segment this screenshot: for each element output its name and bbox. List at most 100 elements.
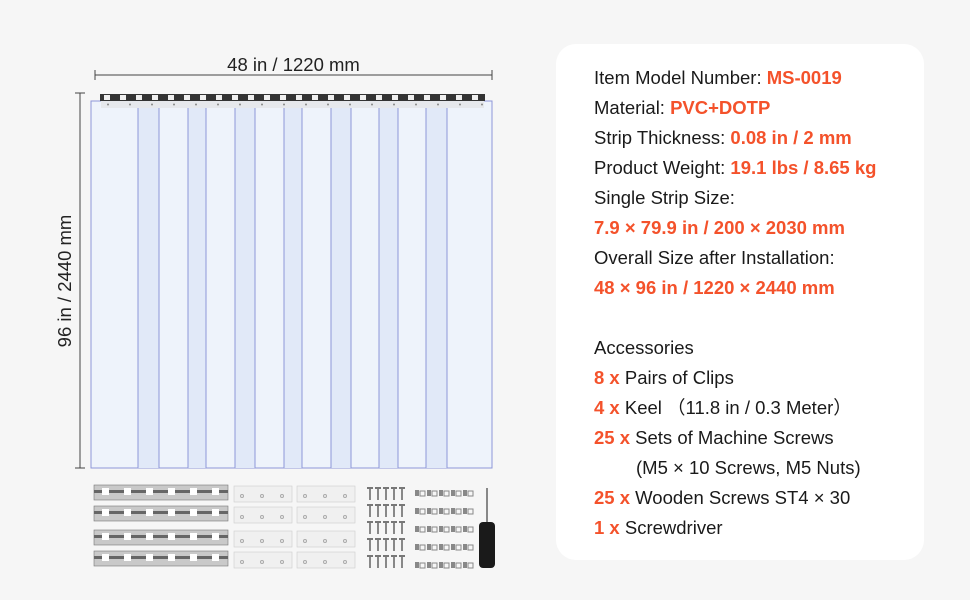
rail-slot: [296, 95, 302, 100]
clip-hole: [303, 560, 307, 564]
screw-head: [367, 538, 373, 540]
clip-hole: [195, 103, 197, 106]
spec-label: Overall Size after Installation:: [594, 247, 835, 268]
nut: [439, 544, 443, 550]
strip-overlap: [138, 101, 159, 468]
clip-hole: [437, 103, 439, 106]
screw-shaft: [377, 506, 379, 517]
accessory-qty: 1 x: [594, 517, 625, 538]
spec-line: Strip Thickness: 0.08 in / 2 mm: [594, 126, 852, 150]
spec-value: MS-0019: [766, 67, 842, 88]
washer: [443, 562, 450, 569]
washer: [443, 526, 450, 533]
spec-line: 7.9 × 79.9 in / 200 × 2030 mm: [594, 216, 845, 240]
clip-hole: [129, 103, 131, 106]
nut: [427, 562, 431, 568]
rail-slot: [344, 95, 350, 100]
clip: [233, 551, 293, 569]
clip-hole: [240, 539, 244, 543]
washer: [431, 508, 438, 515]
rail-slot: [440, 95, 446, 100]
strip-overlap: [379, 101, 398, 468]
clip-hole: [240, 494, 244, 498]
screw-head: [399, 504, 405, 506]
keel-groove: [94, 556, 228, 559]
keel-slot: [190, 488, 197, 495]
accessories-title: Accessories: [594, 337, 694, 358]
keel-slot: [190, 533, 197, 540]
clip-hole: [323, 515, 327, 519]
spec-label: Strip Thickness:: [594, 127, 731, 148]
keel-slot: [102, 554, 109, 561]
clip-hole: [323, 494, 327, 498]
clip-hole: [371, 103, 373, 106]
width-dimension-label: 48 in / 1220 mm: [227, 54, 360, 75]
accessory-item: 4 x Keel （11.8 in / 0.3 Meter）: [594, 396, 852, 420]
screw-head: [399, 538, 405, 540]
clip-hole: [303, 494, 307, 498]
rail-slot: [184, 95, 190, 100]
rail-slot: [424, 95, 430, 100]
clip-hole: [260, 560, 264, 564]
screw-shaft: [393, 540, 395, 551]
clip-hole: [343, 515, 347, 519]
accessory-text: Keel （11.8 in / 0.3 Meter）: [624, 397, 852, 418]
screw-head: [399, 555, 405, 557]
spec-label: Single Strip Size:: [594, 187, 735, 208]
screw-shaft: [377, 540, 379, 551]
screw-head: [367, 521, 373, 523]
keel-groove: [94, 535, 228, 538]
accessory-text: Wooden Screws ST4 × 30: [635, 487, 851, 508]
rail-slot: [152, 95, 158, 100]
screwdriver-shaft: [486, 488, 488, 523]
nut: [415, 526, 419, 532]
keel-groove: [94, 511, 228, 514]
keel-slot: [146, 554, 153, 561]
screw-shaft: [401, 523, 403, 534]
washer: [443, 490, 450, 497]
screw-head: [367, 487, 373, 489]
nut: [439, 526, 443, 532]
washer: [431, 562, 438, 569]
clip-hole: [343, 539, 347, 543]
rail-slot: [264, 95, 270, 100]
washer: [467, 526, 474, 533]
screw-head: [399, 521, 405, 523]
screw-shaft: [369, 540, 371, 551]
accessory-qty: 4 x: [594, 397, 625, 418]
screw-head: [383, 555, 389, 557]
screw-shaft: [385, 523, 387, 534]
washer: [455, 544, 462, 551]
washer: [455, 490, 462, 497]
screw-shaft: [385, 506, 387, 517]
clip-hole: [283, 103, 285, 106]
keel-slot: [146, 488, 153, 495]
nut: [451, 508, 455, 514]
spec-line: Material: PVC+DOTP: [594, 96, 770, 120]
spec-value: 0.08 in / 2 mm: [730, 127, 852, 148]
nut: [439, 490, 443, 496]
clip-hole: [260, 539, 264, 543]
clip-hole: [280, 515, 284, 519]
washer: [431, 544, 438, 551]
washer: [431, 490, 438, 497]
curtain-illustration: [75, 70, 495, 569]
clip: [233, 506, 293, 524]
strip-overlap: [426, 101, 447, 468]
keel-slot: [212, 554, 219, 561]
nut: [439, 562, 443, 568]
keel-slot: [124, 488, 131, 495]
accessory-item: 1 x Screwdriver: [594, 516, 723, 540]
keel-slot: [102, 488, 109, 495]
keel-slot: [190, 554, 197, 561]
washer: [419, 544, 426, 551]
nut: [427, 508, 431, 514]
nut: [463, 508, 467, 514]
nut: [427, 526, 431, 532]
screw-head: [391, 504, 397, 506]
clip: [233, 530, 293, 548]
screw-shaft: [385, 540, 387, 551]
strip-overlap: [331, 101, 351, 468]
accessory-qty: 25 x: [594, 487, 636, 508]
rail-slot: [216, 95, 222, 100]
